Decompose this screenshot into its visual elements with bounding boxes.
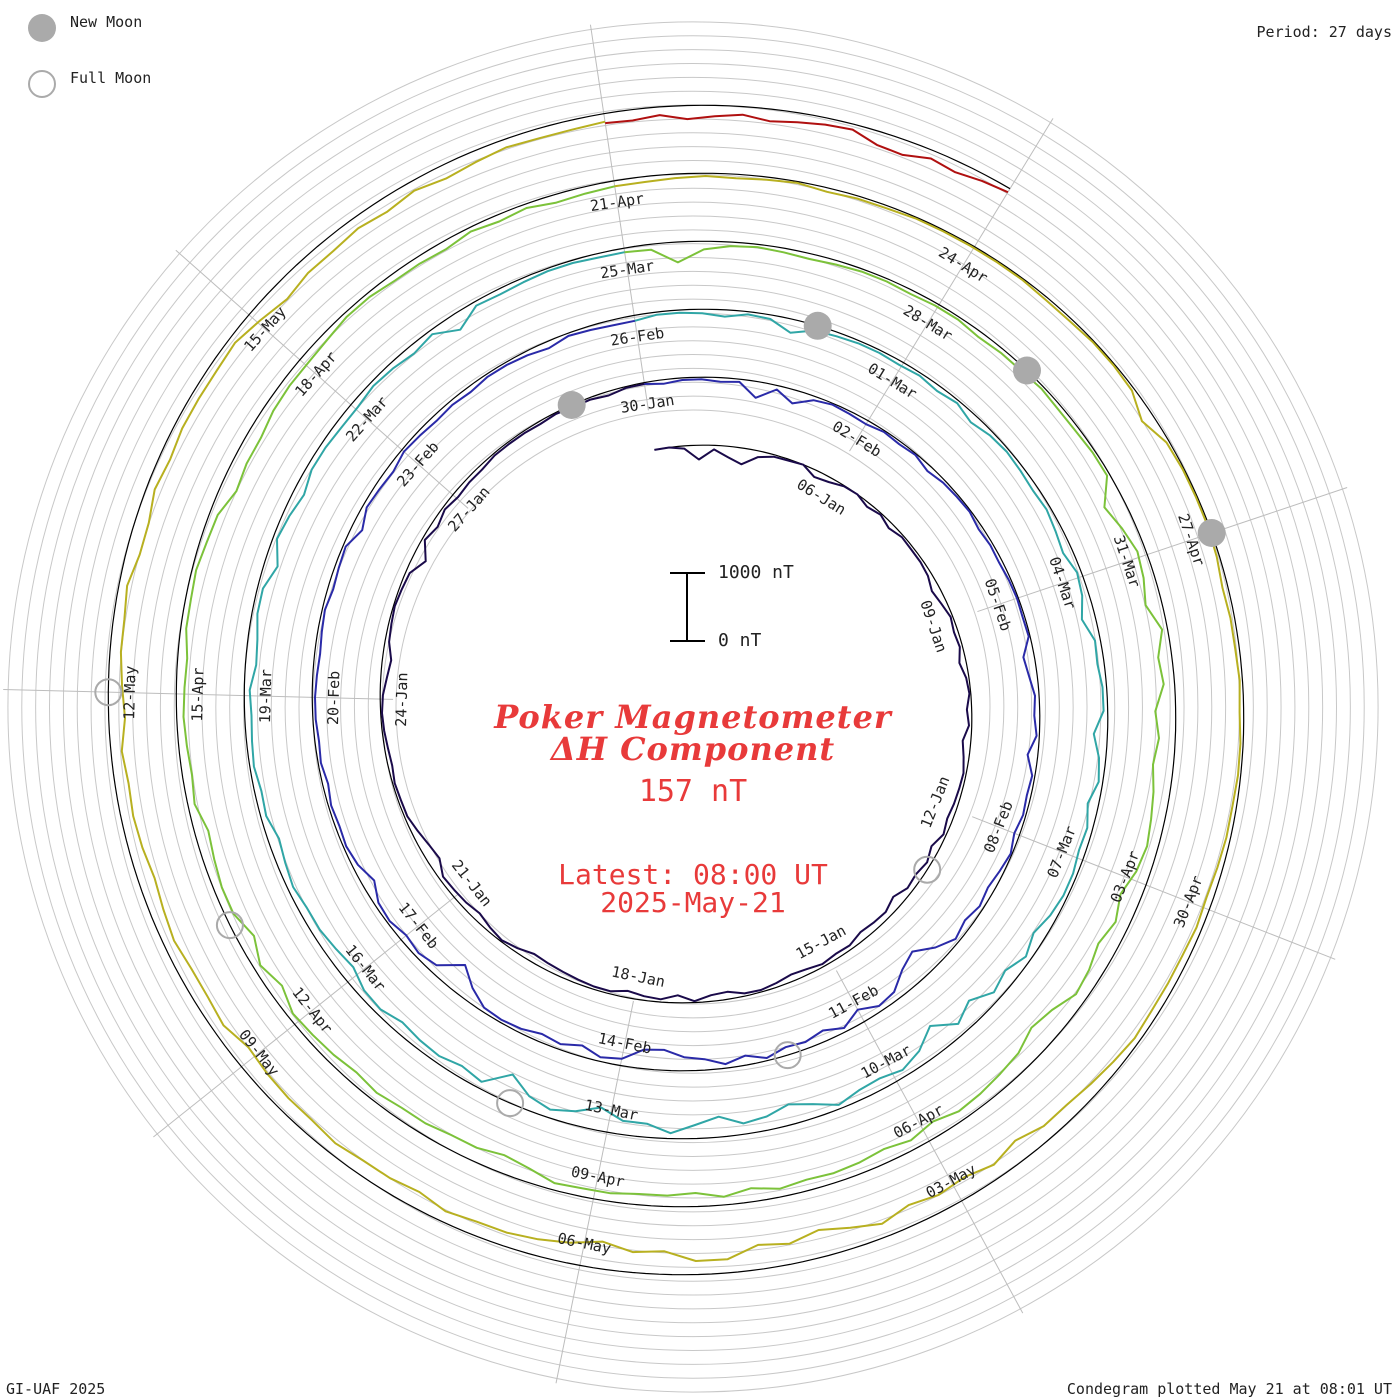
date-tick-label: 24-Jan — [392, 672, 411, 727]
date-tick-label: 14-Feb — [596, 1029, 653, 1057]
grid-spoke — [175, 249, 469, 509]
date-tick-label: 19-Mar — [256, 669, 275, 724]
full-moon-legend-label: Full Moon — [70, 69, 152, 87]
footer-left: GI-UAF 2025 — [6, 1380, 106, 1398]
radial-spokes — [3, 24, 1348, 1384]
series-line — [605, 113, 1009, 194]
grid-circle — [256, 270, 1130, 1144]
grid-circle — [326, 340, 1060, 1074]
grid-spoke — [849, 118, 1054, 452]
full-moon-legend-icon — [28, 70, 56, 98]
grid-circle — [353, 367, 1033, 1047]
scale-bottom-label: 0 nT — [718, 630, 762, 651]
new-moon-legend-icon — [28, 14, 56, 42]
grid-circle — [187, 201, 1199, 1213]
full-moon-marker — [496, 1089, 525, 1118]
grid-circle — [7, 21, 1379, 1393]
date-tick-label: 01-Mar — [865, 359, 921, 403]
scale-top-label: 1000 nT — [718, 562, 794, 583]
date-tick-label: 12-Apr — [288, 984, 336, 1038]
series-line — [381, 383, 971, 1003]
chart-title-line2: ΔH Component — [550, 730, 836, 768]
grid-circle — [35, 49, 1351, 1365]
grid-circle — [395, 409, 991, 1005]
date-tick-label: 15-Apr — [188, 667, 207, 722]
date-tick-label: 27-Jan — [444, 483, 493, 536]
grid-circle — [201, 215, 1185, 1199]
grid-circle — [173, 187, 1213, 1227]
grid-circle — [367, 381, 1019, 1033]
footer-right: Condegram plotted May 21 at 08:01 UT — [1066, 1380, 1392, 1398]
grid-spoke — [555, 1000, 634, 1384]
grid-spoke — [835, 970, 1024, 1314]
date-tick-label: 18-Jan — [610, 963, 667, 991]
date-tick-label: 12-May — [120, 665, 139, 720]
date-tick-label: 21-Apr — [589, 189, 645, 215]
grid-circle — [243, 257, 1143, 1157]
chart-title-line1: Poker Magnetometer — [494, 698, 892, 736]
full-moon-marker — [215, 911, 244, 940]
grid-spoke — [153, 893, 459, 1138]
grid-circle — [215, 229, 1171, 1185]
grid-spoke — [977, 487, 1348, 613]
latest-time: Latest: 08:00 UT — [558, 858, 828, 891]
current-value: 157 nT — [638, 774, 748, 809]
grid-spoke — [3, 689, 394, 700]
date-tick-label: 30-Jan — [619, 391, 675, 417]
series-line — [248, 251, 1105, 1135]
new-moon-marker — [1197, 519, 1226, 547]
full-moon-marker — [773, 1041, 802, 1070]
series-lines — [119, 113, 1242, 1262]
grid-circle — [21, 35, 1365, 1379]
scale-bar — [670, 572, 705, 642]
grid-circle — [76, 90, 1310, 1324]
date-tick-label: 09-Jan — [916, 598, 950, 655]
grid-circle — [270, 284, 1116, 1130]
new-moon-legend-label: New Moon — [70, 13, 143, 31]
date-tick-label: 03-Apr — [1107, 848, 1144, 905]
grid-circle — [340, 354, 1046, 1060]
new-moon-marker — [803, 311, 832, 340]
grid-spoke — [589, 24, 649, 411]
full-moon-marker — [913, 855, 942, 884]
grid-circle — [132, 146, 1254, 1268]
grid-circle — [62, 76, 1324, 1338]
new-moon-marker — [557, 391, 586, 419]
date-tick-label: 13-Mar — [583, 1096, 640, 1124]
grid-circle — [284, 298, 1102, 1116]
date-tick-label: 05-Feb — [981, 576, 1015, 633]
grid-spoke — [972, 816, 1336, 960]
series-line — [182, 185, 1165, 1198]
date-tick-label: 25-Mar — [599, 256, 655, 282]
date-tick-label: 15-May — [240, 303, 289, 356]
moon-markers — [94, 311, 1226, 1118]
reference-spiral — [107, 104, 1245, 1276]
date-tick-label: 09-May — [235, 1026, 283, 1080]
grid-circle — [49, 63, 1337, 1351]
grid-circle — [118, 132, 1268, 1282]
date-tick-label: 20-Feb — [324, 671, 343, 726]
date-tick-label: 06-May — [556, 1229, 613, 1257]
series-line — [314, 319, 1038, 1066]
series-line — [119, 120, 1242, 1262]
full-moon-marker — [94, 678, 123, 707]
zero-baseline-spiral — [107, 104, 1245, 1276]
date-tick-label: 26-Feb — [609, 324, 665, 350]
date-tick-label: 06-Jan — [794, 475, 850, 519]
grid-circle — [159, 173, 1227, 1241]
period-label: Period: 27 days — [1256, 23, 1392, 41]
date-tick-label: 30-Apr — [1170, 873, 1207, 930]
new-moon-marker — [1013, 356, 1041, 385]
latest-date: 2025-May-21 — [600, 886, 786, 919]
